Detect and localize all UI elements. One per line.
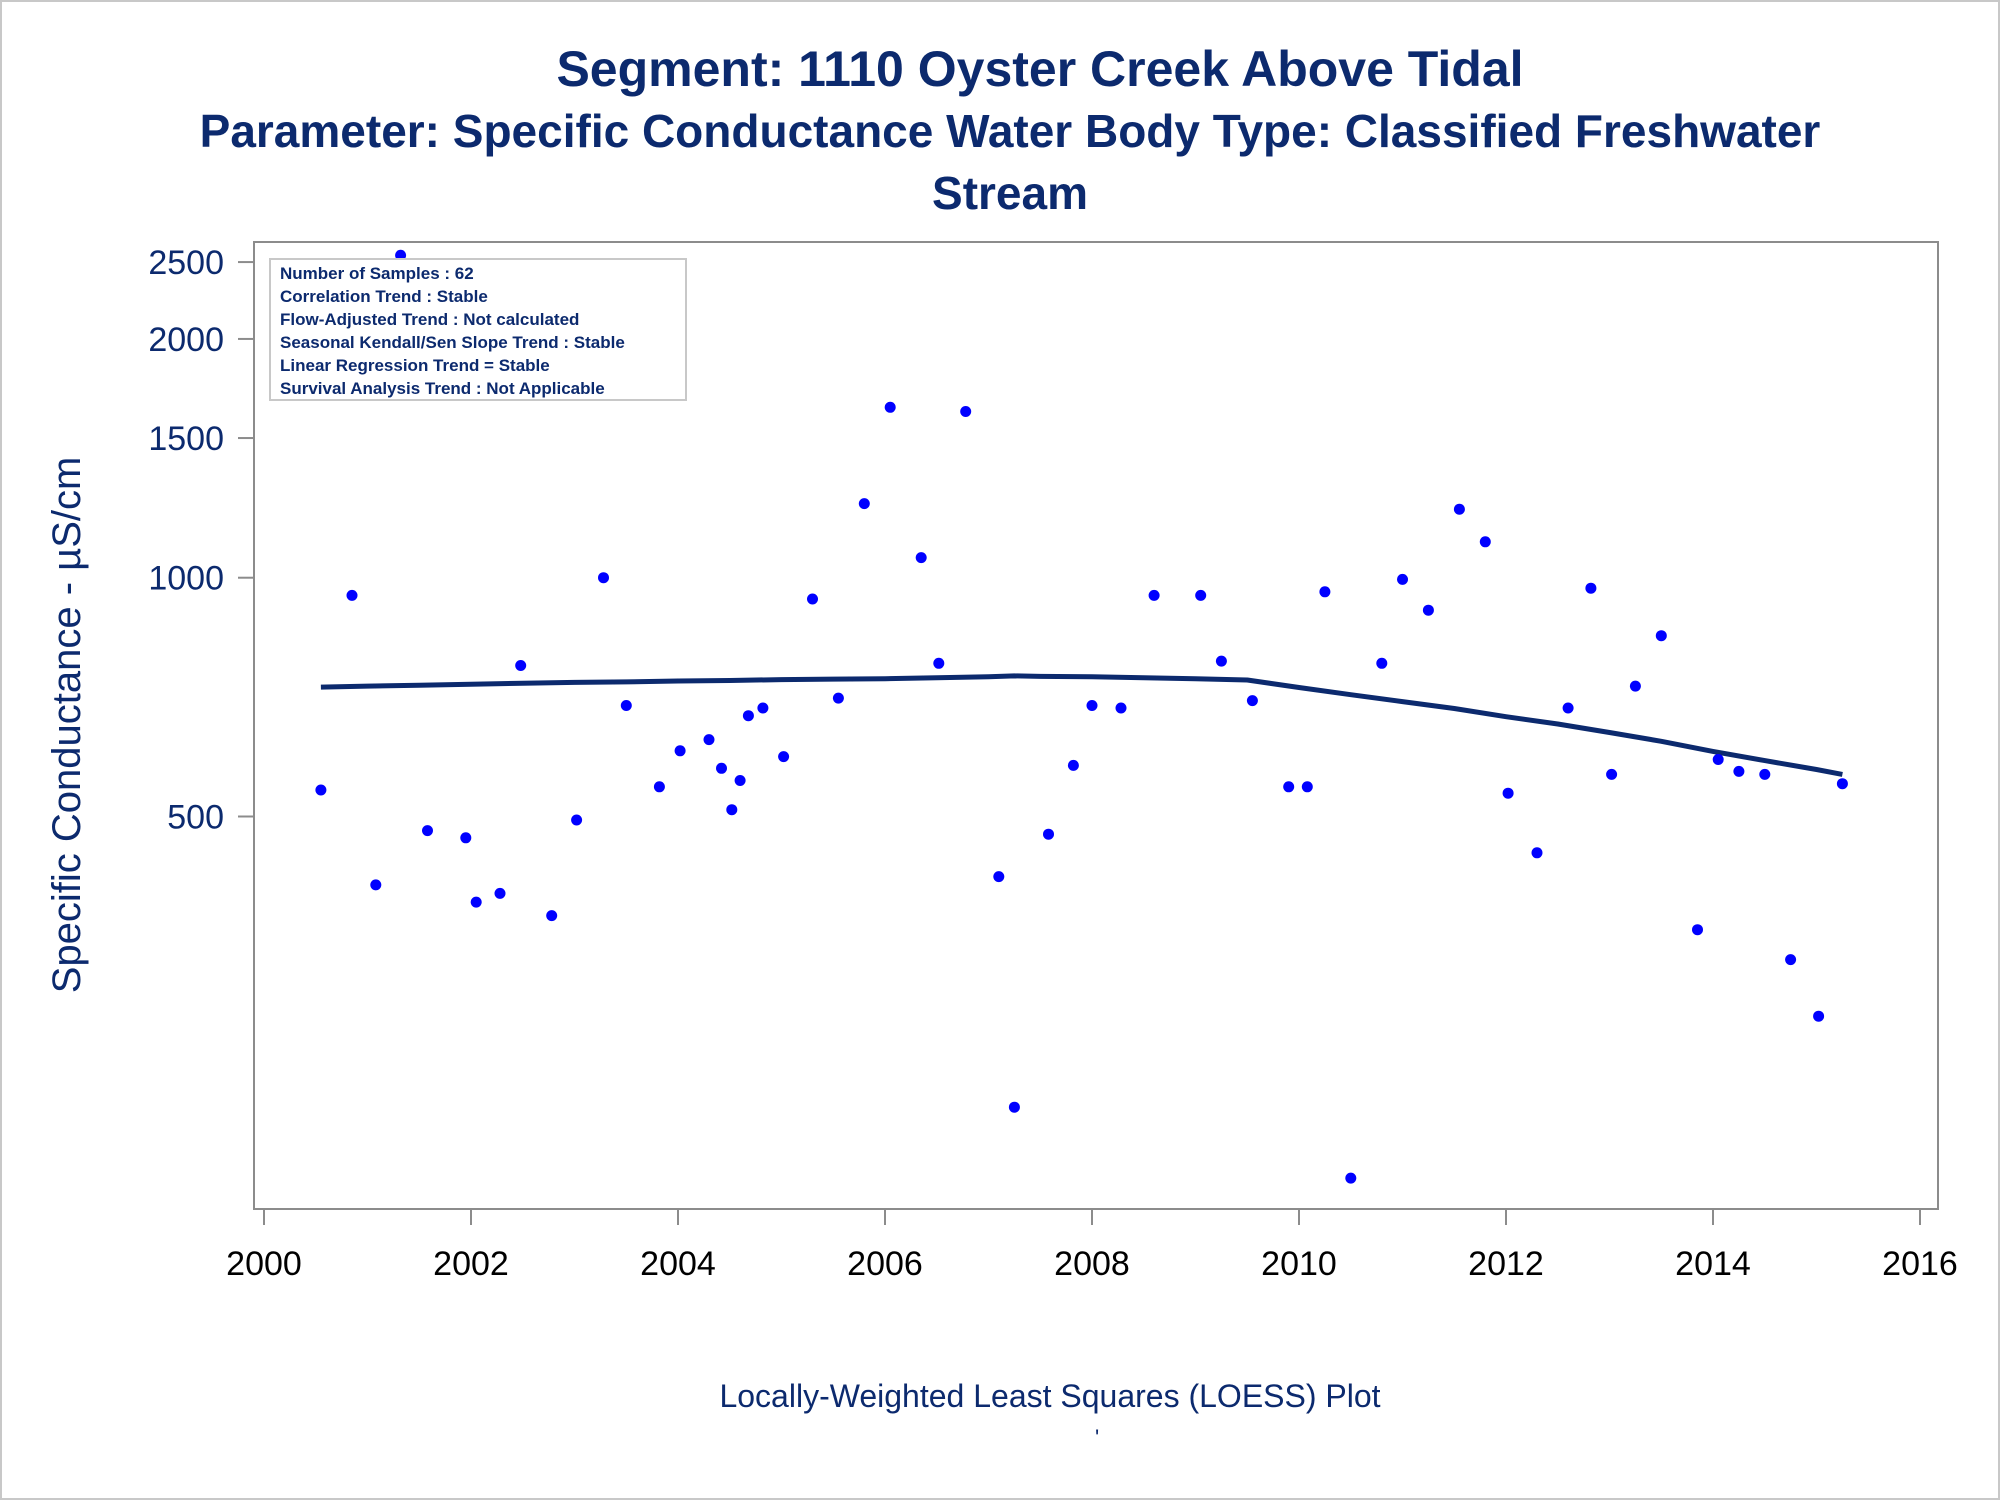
data-point bbox=[1086, 700, 1098, 711]
data-point bbox=[1692, 924, 1703, 936]
x-tick-label: 2008 bbox=[1054, 1245, 1130, 1283]
data-point bbox=[1008, 1101, 1020, 1113]
data-point bbox=[716, 762, 727, 774]
y-tick-label: 2000 bbox=[148, 321, 224, 359]
data-point bbox=[915, 552, 927, 564]
data-point bbox=[993, 871, 1005, 883]
data-point bbox=[960, 406, 972, 417]
x-tick-label: 2010 bbox=[1261, 1245, 1337, 1283]
data-point bbox=[1215, 655, 1227, 667]
data-point bbox=[1502, 787, 1514, 799]
data-point bbox=[742, 710, 754, 722]
info-box-line: Number of Samples : 62 bbox=[280, 264, 474, 283]
data-point bbox=[1836, 778, 1848, 790]
data-point bbox=[620, 700, 632, 711]
data-point bbox=[1606, 768, 1618, 780]
chart-subtitle-line1: Parameter: Specific Conductance Water Bo… bbox=[199, 105, 1821, 157]
y-axis: 500 1000 1500 2000 2500 bbox=[148, 244, 254, 836]
data-point bbox=[346, 589, 358, 601]
data-point bbox=[1785, 954, 1797, 966]
info-box: Number of Samples : 62 Correlation Trend … bbox=[269, 258, 687, 401]
y-tick-label: 1500 bbox=[148, 420, 224, 458]
x-tick-label: 2000 bbox=[226, 1245, 302, 1283]
data-point bbox=[571, 814, 583, 826]
footer-mark: ' bbox=[1095, 1425, 1100, 1450]
data-point bbox=[653, 781, 665, 793]
data-point bbox=[832, 692, 844, 704]
data-point bbox=[726, 804, 738, 816]
data-point bbox=[1733, 765, 1745, 777]
data-point bbox=[1043, 828, 1054, 840]
chart-subtitle-line2: Stream bbox=[932, 167, 1088, 219]
info-box-line: Survival Analysis Trend : Not Applicable bbox=[280, 379, 605, 398]
chart-title: Segment: 1110 Oyster Creek Above Tidal bbox=[556, 41, 1524, 97]
plot-method-note: Locally-Weighted Least Squares (LOESS) P… bbox=[719, 1378, 1381, 1414]
x-axis: 2000 2002 2004 2006 2008 2010 2012 2014 2016 bbox=[226, 1209, 1958, 1283]
data-point bbox=[494, 887, 506, 899]
x-tick-label: 2014 bbox=[1675, 1245, 1751, 1283]
data-points-layer bbox=[315, 249, 1848, 1184]
x-tick-label: 2006 bbox=[847, 1245, 923, 1283]
data-point bbox=[1301, 781, 1313, 793]
data-point bbox=[598, 572, 609, 584]
data-point bbox=[1115, 702, 1127, 714]
y-tick-label: 500 bbox=[167, 798, 224, 836]
data-point bbox=[1531, 847, 1543, 859]
data-point bbox=[1562, 702, 1574, 714]
data-point bbox=[1585, 582, 1597, 594]
data-point bbox=[315, 784, 327, 796]
data-point bbox=[1759, 768, 1771, 780]
data-point bbox=[546, 910, 558, 922]
data-point bbox=[1246, 695, 1258, 707]
data-point bbox=[1376, 657, 1388, 669]
data-point bbox=[807, 593, 818, 605]
x-tick-label: 2012 bbox=[1468, 1245, 1544, 1283]
loess-curve-layer bbox=[320, 673, 1843, 777]
data-point bbox=[1195, 589, 1207, 601]
data-point bbox=[1479, 536, 1491, 548]
x-tick-label: 2002 bbox=[433, 1245, 509, 1283]
data-point bbox=[1345, 1172, 1357, 1184]
y-axis-label: Specific Conductance - µS/cm bbox=[45, 457, 89, 994]
data-point bbox=[1629, 680, 1641, 692]
data-point bbox=[674, 745, 686, 757]
info-box-line: Correlation Trend : Stable bbox=[280, 287, 488, 306]
plot-area bbox=[253, 241, 1939, 1210]
data-point bbox=[734, 775, 746, 786]
data-point bbox=[703, 734, 715, 746]
data-point bbox=[460, 832, 472, 844]
data-point bbox=[1453, 503, 1465, 515]
x-tick-label: 2016 bbox=[1882, 1245, 1958, 1283]
data-point bbox=[1655, 630, 1667, 642]
info-box-line: Seasonal Kendall/Sen Slope Trend : Stabl… bbox=[280, 333, 625, 352]
data-point bbox=[422, 825, 433, 837]
y-tick-label: 1000 bbox=[148, 560, 224, 598]
x-tick-label: 2004 bbox=[640, 1245, 716, 1283]
data-point bbox=[933, 657, 945, 669]
data-point bbox=[370, 879, 382, 891]
data-point bbox=[884, 401, 896, 413]
data-point bbox=[1319, 586, 1331, 598]
info-box-line: Flow-Adjusted Trend : Not calculated bbox=[280, 310, 579, 329]
data-point bbox=[1397, 573, 1408, 585]
data-point bbox=[1813, 1010, 1825, 1022]
info-box-frame bbox=[269, 258, 687, 401]
y-tick-label: 2500 bbox=[148, 244, 224, 282]
data-point bbox=[757, 702, 769, 714]
data-point bbox=[1712, 754, 1724, 765]
data-point bbox=[1283, 781, 1295, 793]
data-point bbox=[1067, 759, 1079, 771]
info-box-line: Linear Regression Trend = Stable bbox=[280, 356, 550, 375]
data-point bbox=[858, 498, 870, 510]
data-point bbox=[1148, 589, 1160, 601]
info-box-lines: Number of Samples : 62 Correlation Trend … bbox=[280, 264, 625, 398]
data-point bbox=[470, 896, 482, 908]
loess-curve bbox=[320, 673, 1843, 777]
data-point bbox=[515, 660, 527, 671]
data-point bbox=[1422, 604, 1434, 616]
data-point bbox=[778, 751, 790, 763]
